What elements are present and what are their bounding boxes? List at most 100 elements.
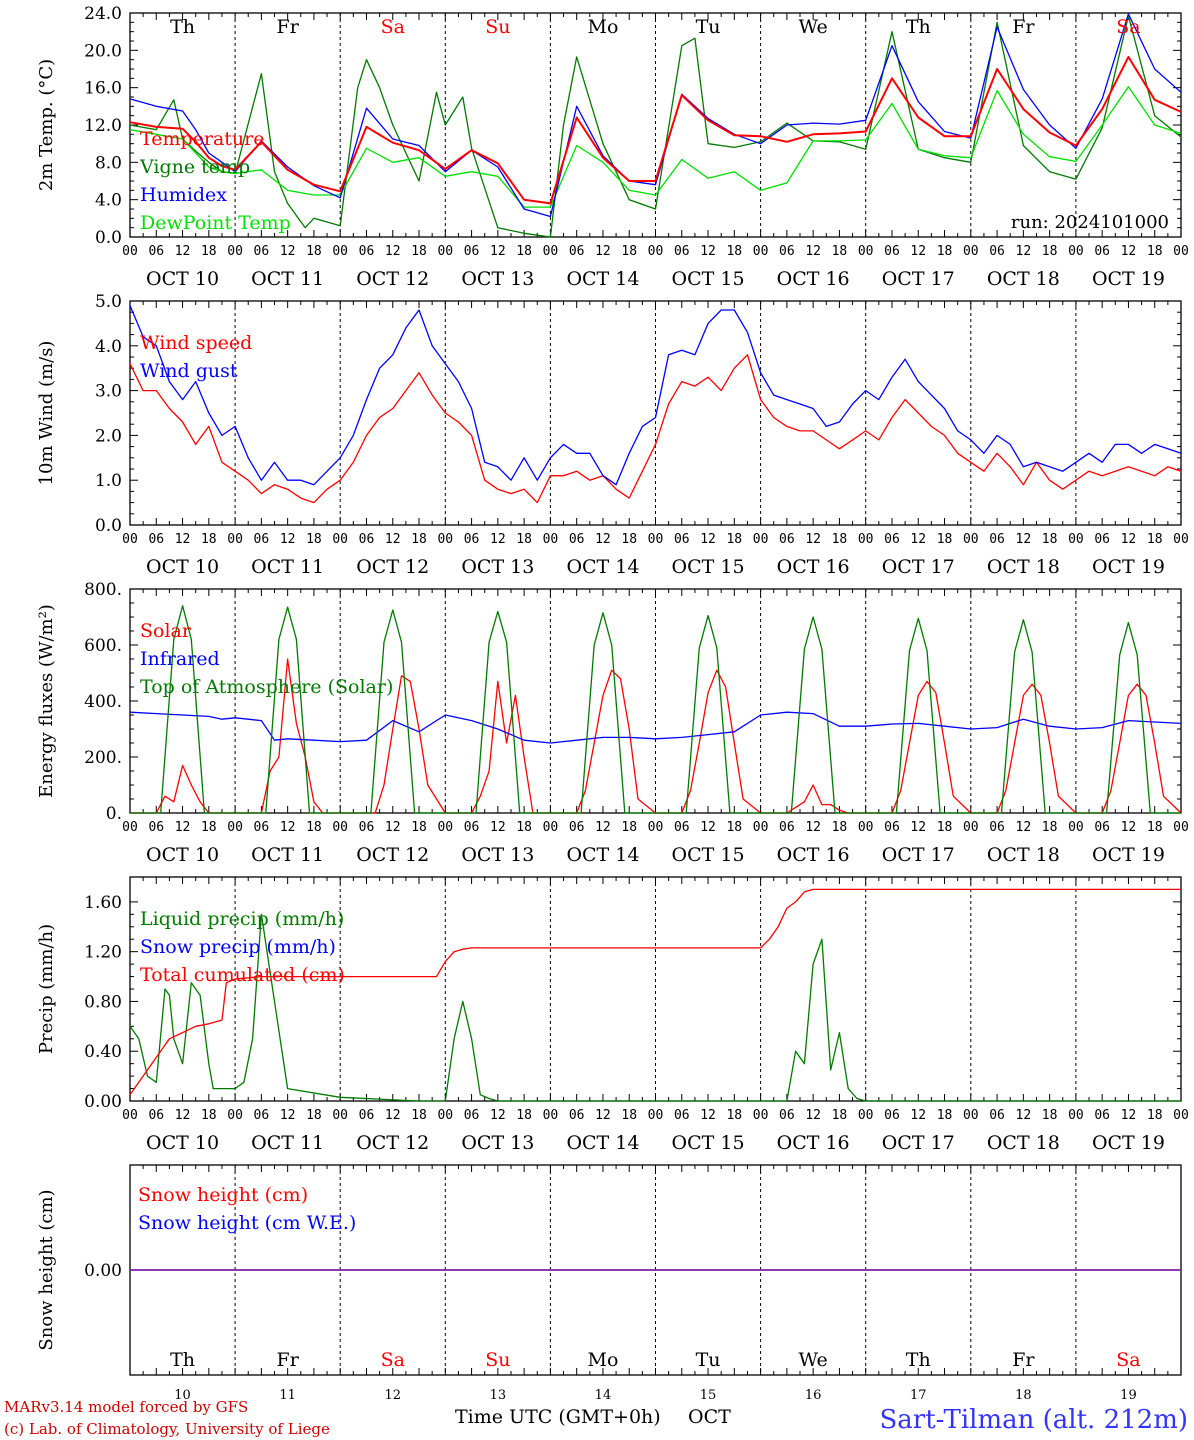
series-line-infrared: [129, 711, 1182, 744]
y-tick-label: 4.0: [95, 191, 122, 211]
hour-label: 06: [674, 820, 690, 835]
hour-label: 12: [385, 244, 401, 259]
panel-snow: 0.00 Snow height (cm) Snow height (cm) Snow…: [36, 1164, 1182, 1403]
legend-entry: Infrared: [140, 648, 220, 670]
y-tick-label: 0.00: [84, 1092, 122, 1112]
weekday-label: Mo: [587, 16, 618, 38]
hour-label: 12: [595, 532, 611, 547]
hour-label: 00: [332, 820, 348, 835]
plot-frame: [129, 300, 1182, 526]
date-label: OCT 10: [146, 844, 219, 866]
footer: MARv3.14 model forced by GFS (c) Lab. of…: [4, 1398, 1188, 1438]
hour-label: 06: [884, 820, 900, 835]
y-tick-label: 1.0: [95, 471, 122, 491]
y-tick-label: 1.60: [84, 893, 122, 913]
weekday-label: Mo: [587, 1349, 618, 1371]
y-axis-label: Snow height (cm): [36, 1189, 57, 1350]
hour-label: 06: [254, 532, 270, 547]
station-title: Sart-Tilman (alt. 212m): [879, 1405, 1188, 1435]
y-tick-label: 1.20: [84, 943, 122, 963]
hour-label: 00: [963, 1108, 979, 1123]
hour-label: 06: [779, 820, 795, 835]
weekday-label: Sa: [1116, 16, 1140, 38]
hour-label: 12: [385, 1108, 401, 1123]
model-credit-line-2: (c) Lab. of Climatology, University of L…: [4, 1420, 330, 1438]
hour-label: 18: [1147, 820, 1163, 835]
weekday-label: Su: [485, 16, 510, 38]
hour-label: 18: [937, 820, 953, 835]
hour-label: 00: [543, 244, 559, 259]
weekday-label: Fr: [277, 1349, 300, 1371]
hour-label: 00: [1173, 244, 1189, 259]
hour-label: 18: [621, 532, 637, 547]
hour-label: 06: [254, 244, 270, 259]
hour-label: 00: [437, 532, 453, 547]
day-number-label: 14: [595, 1388, 612, 1403]
hour-label: 06: [884, 244, 900, 259]
hour-label: 00: [858, 1108, 874, 1123]
hour-label: 06: [254, 1108, 270, 1123]
y-tick-label: 2.0: [95, 426, 122, 446]
series-line-vigne-temp: [129, 15, 1182, 238]
date-label: OCT 14: [566, 844, 639, 866]
date-label: OCT 17: [882, 844, 955, 866]
legend-entry: Solar: [140, 620, 192, 642]
hour-label: 18: [306, 820, 322, 835]
panel-temperature: 0.0 4.0 8.0 12.0 16.0 20.0 24.0 2m Temp. (°C) Te…: [36, 4, 1189, 290]
hour-label: 06: [148, 820, 164, 835]
hour-label: 18: [201, 820, 217, 835]
legend-entry: Snow precip (mm/h): [140, 936, 336, 958]
hour-label: 18: [832, 244, 848, 259]
day-number-label: 12: [384, 1388, 401, 1403]
y-tick-label: 0.: [106, 804, 122, 824]
hour-label: 06: [359, 1108, 375, 1123]
date-label: OCT 17: [882, 556, 955, 578]
y-tick-label: 200.: [84, 748, 122, 768]
hour-label: 12: [175, 532, 191, 547]
hour-label: 06: [989, 1108, 1005, 1123]
hour-label: 00: [1173, 1108, 1189, 1123]
date-label: OCT 12: [356, 844, 429, 866]
weekday-label: Sa: [381, 16, 405, 38]
hour-label: 00: [122, 1108, 138, 1123]
hour-label: 18: [1147, 532, 1163, 547]
date-label: OCT 15: [672, 556, 745, 578]
hour-label: 12: [490, 820, 506, 835]
hour-label: 00: [332, 244, 348, 259]
weekday-label: Tu: [696, 16, 721, 38]
date-label: OCT 11: [251, 844, 324, 866]
hour-label: 18: [1147, 1108, 1163, 1123]
date-label: OCT 18: [987, 844, 1060, 866]
hour-label: 00: [858, 532, 874, 547]
legend-entry: Humidex: [140, 184, 227, 206]
day-number-label: 11: [279, 1388, 296, 1403]
hour-label: 06: [989, 244, 1005, 259]
hour-label: 06: [148, 1108, 164, 1123]
hour-label: 00: [858, 244, 874, 259]
hour-label: 12: [1121, 532, 1137, 547]
hour-label: 06: [674, 1108, 690, 1123]
series-line-top-of-atmosphere-solar-: [130, 605, 1181, 814]
hour-label: 18: [411, 532, 427, 547]
weekday-label: We: [799, 1349, 828, 1371]
hour-label: 18: [726, 820, 742, 835]
hour-label: 00: [1068, 820, 1084, 835]
hour-label: 18: [937, 1108, 953, 1123]
panel-wind: 0.0 1.0 2.0 3.0 4.0 5.0 10m Wind (m/s) Wind spe…: [36, 292, 1189, 578]
hour-label: 12: [1016, 820, 1032, 835]
hour-label: 18: [306, 532, 322, 547]
x-axis-title: Time UTC (GMT+0h): [455, 1406, 661, 1428]
hour-label: 06: [359, 244, 375, 259]
hour-label: 12: [175, 820, 191, 835]
y-tick-label: 4.0: [95, 337, 122, 357]
hour-label: 00: [543, 532, 559, 547]
weekday-label: Th: [170, 1349, 195, 1371]
hour-label: 12: [385, 532, 401, 547]
legend-entry: Liquid precip (mm/h): [140, 908, 344, 930]
day-number-label: 16: [805, 1388, 822, 1403]
date-label: OCT 12: [356, 268, 429, 290]
hour-label: 18: [726, 1108, 742, 1123]
hour-label: 12: [700, 820, 716, 835]
hour-label: 06: [359, 820, 375, 835]
weekday-label: Fr: [277, 16, 300, 38]
